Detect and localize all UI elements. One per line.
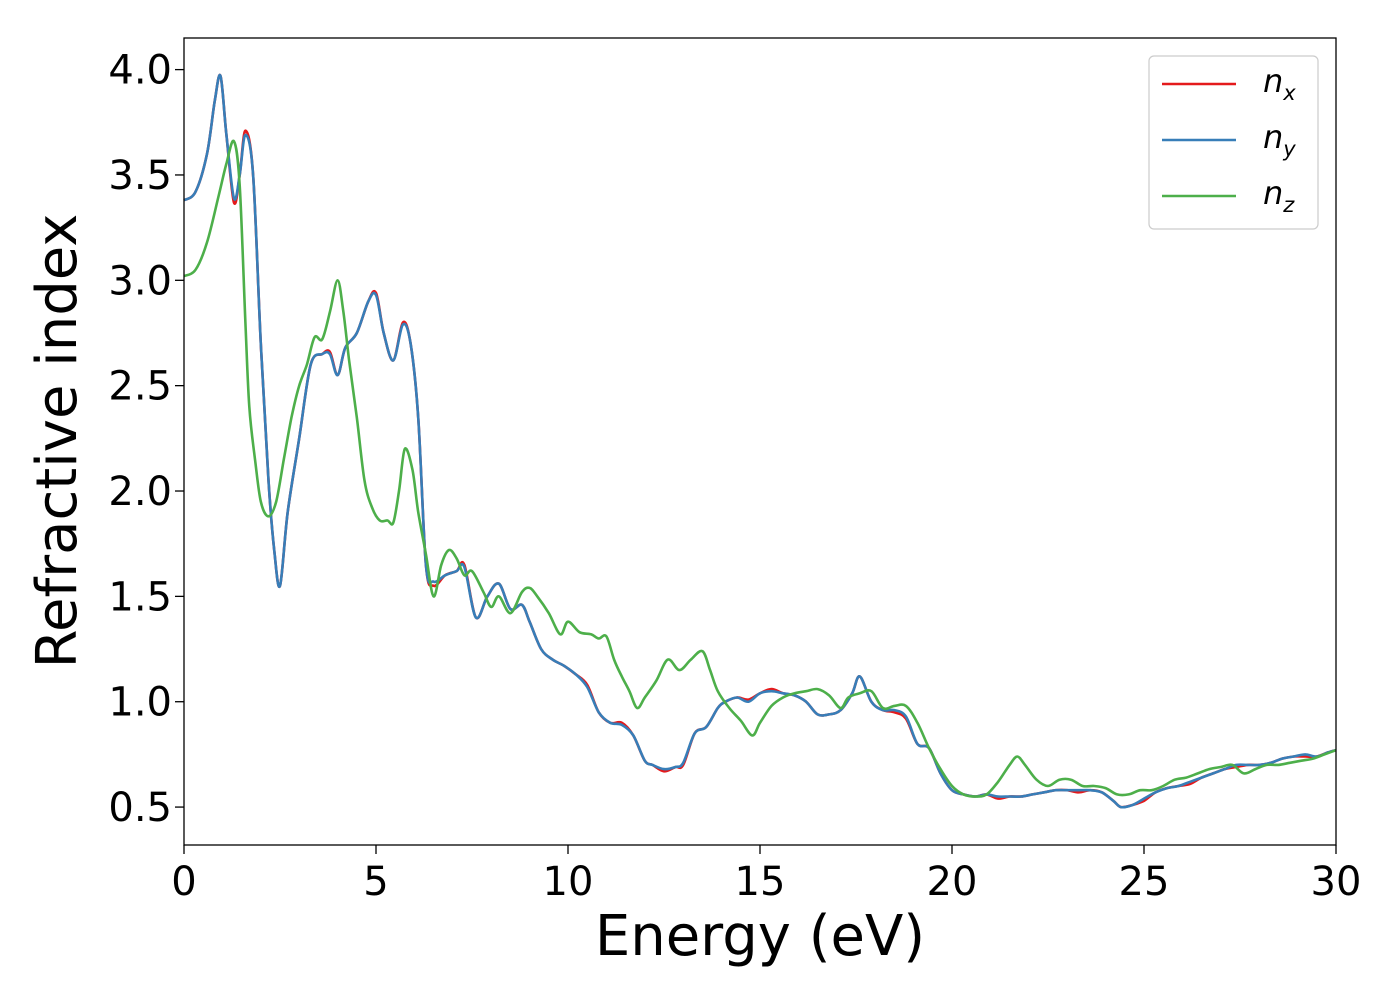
x-tick-label: 10	[543, 859, 594, 905]
x-axis-label: Energy (eV)	[595, 904, 925, 969]
x-axis: 0 5 10 15 20 25 30	[171, 845, 1361, 905]
x-tick-label: 15	[735, 859, 786, 905]
y-tick-label: 1.5	[108, 574, 172, 620]
x-tick-label: 20	[927, 859, 978, 905]
y-tick-label: 4.0	[108, 48, 172, 94]
x-tick-label: 30	[1311, 859, 1362, 905]
y-tick-label: 0.5	[108, 785, 172, 831]
x-tick-label: 0	[171, 859, 196, 905]
y-axis-label: Refractive index	[25, 214, 90, 669]
y-tick-label: 3.5	[108, 153, 172, 199]
y-axis: 0.5 1.0 1.5 2.0 2.5 3.0 3.5 4.0	[108, 48, 184, 831]
x-tick-label: 25	[1119, 859, 1170, 905]
y-tick-label: 2.0	[108, 469, 172, 515]
legend-box	[1148, 55, 1319, 230]
series-line-ny	[183, 73, 1337, 809]
series-layer	[183, 73, 1337, 809]
y-tick-label: 1.0	[108, 680, 172, 726]
series-line-nz	[183, 139, 1337, 798]
y-tick-label: 3.0	[108, 258, 172, 304]
y-tick-label: 2.5	[108, 364, 172, 410]
x-tick-label: 5	[363, 859, 388, 905]
